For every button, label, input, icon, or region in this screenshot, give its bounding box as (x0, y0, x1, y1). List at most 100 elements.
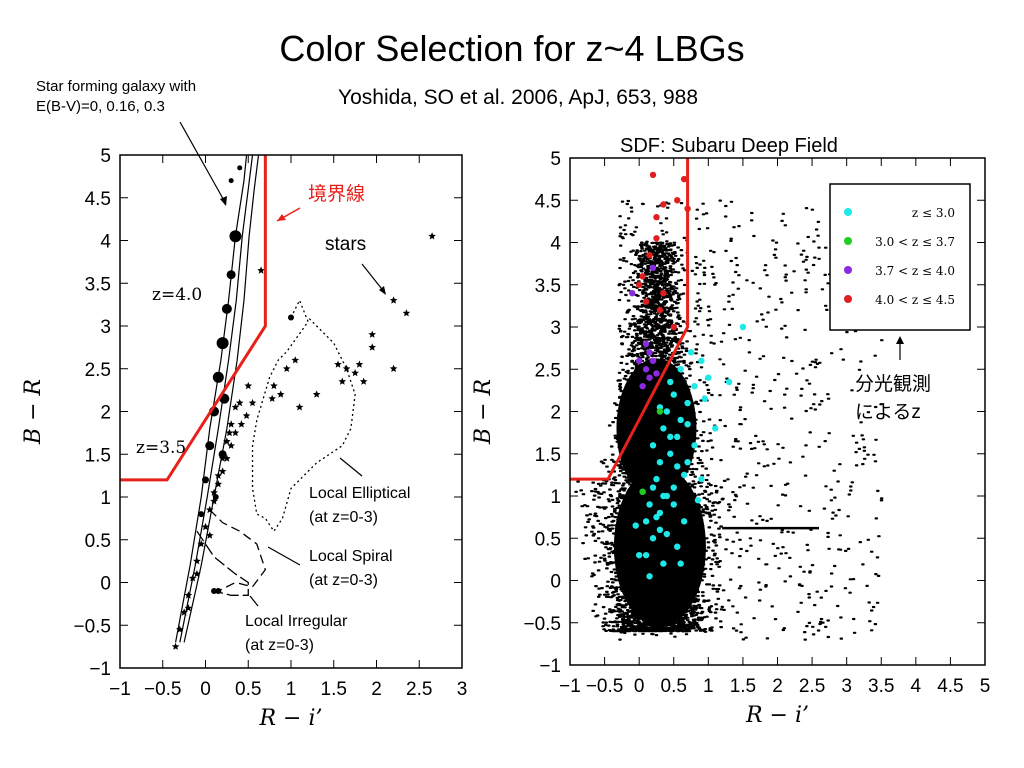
spec-point-cyan (698, 357, 705, 364)
galaxy-track (174, 155, 248, 643)
star-point (359, 377, 368, 385)
star-point (193, 570, 201, 578)
spec-point-purple (646, 374, 653, 381)
spec-point-cyan (663, 530, 671, 538)
x-tick-label: 0.5 (235, 679, 261, 700)
spec-point-red (653, 235, 660, 242)
redshift-dot (198, 511, 205, 518)
selection-boundary (120, 155, 267, 482)
spec-point-cyan (667, 433, 674, 441)
spec-point-cyan (649, 442, 657, 449)
star-point (389, 364, 398, 372)
x-tick-label: 0 (634, 676, 645, 697)
spec-point-cyan (705, 374, 712, 381)
spec-point-cyan (656, 509, 664, 517)
plot-frame (569, 157, 986, 666)
boundary-arrowhead (277, 214, 286, 221)
y-tick-label: 5 (550, 149, 561, 170)
redshift-dot (216, 337, 229, 350)
galaxy-track (183, 155, 260, 643)
star-point (270, 381, 278, 390)
spec-point-purple (653, 370, 660, 377)
redshift-dot (229, 230, 242, 243)
x-tick-label: −1 (559, 676, 581, 697)
redshift-dot (218, 450, 227, 459)
spiral-label-1: Local Spiral (309, 548, 393, 565)
star-point (295, 403, 304, 411)
irregular-label-1: Local Irregular (245, 613, 348, 630)
spec-point-cyan (684, 459, 691, 466)
spec-point-cyan (694, 497, 702, 504)
y-tick-label: 4 (100, 232, 111, 253)
spec-point-cyan (739, 323, 747, 331)
galaxy-track (179, 155, 254, 643)
y-tick-label: 4 (550, 234, 561, 255)
y-tick-label: 2 (550, 403, 561, 424)
spec-point-cyan (667, 450, 674, 457)
spec-point-cyan (684, 420, 691, 428)
spec-point-cyan (656, 526, 664, 533)
star-point (206, 531, 214, 539)
star-point (223, 454, 231, 462)
spec-point-purple (639, 382, 646, 390)
spec-point-cyan (670, 391, 677, 398)
star-point (334, 360, 342, 368)
stars-label: stars (325, 234, 366, 255)
y-tick-label: 1.5 (535, 445, 561, 466)
star-point (231, 403, 240, 411)
spec-point-cyan (674, 433, 681, 441)
y-axis-title: B − R (21, 379, 46, 445)
star-point (244, 381, 253, 390)
x-tick-label: 2.5 (799, 676, 825, 697)
redshift-dot (212, 371, 224, 383)
star-point (268, 394, 276, 402)
redshift-dot (205, 441, 215, 451)
star-point (201, 522, 210, 531)
star-point (184, 591, 193, 599)
spec-point-red (649, 171, 657, 179)
spec-point-purple (642, 366, 650, 373)
x-tick-label: 4.5 (937, 676, 963, 697)
legend-label: 3.7 < z ≤ 4.0 (875, 264, 955, 278)
legend-swatch (844, 295, 852, 303)
spec-point-purple (635, 357, 643, 364)
y-tick-label: −1 (539, 656, 561, 677)
star-point (176, 625, 184, 633)
track-note-line-1: Star forming galaxy with (36, 78, 197, 95)
star-point (180, 608, 188, 616)
star-point (338, 377, 347, 385)
spec-point-purple (646, 349, 653, 356)
star-point (237, 420, 246, 428)
star-point (197, 540, 205, 548)
star-point (210, 497, 218, 505)
star-point (210, 488, 218, 496)
redshift-dot (202, 476, 209, 484)
elliptical-label-2: (at z=0-3) (309, 509, 378, 526)
y-tick-label: 0.5 (535, 529, 561, 550)
x-axis-title: R − i’ (745, 703, 809, 728)
legend: z ≤ 3.0 3.0 < z ≤ 3.7 3.7 < z ≤ 4.0 4.0 < z… (829, 183, 971, 331)
annotation-line-1: 分光観測 (855, 373, 931, 395)
spec-point-cyan (677, 366, 684, 373)
elliptical-track (251, 298, 356, 533)
y-tick-label: −0.5 (523, 614, 561, 635)
spec-point-red (653, 213, 660, 221)
star-point (291, 356, 300, 364)
spec-point-cyan (677, 560, 684, 567)
spec-point-cyan (674, 543, 681, 550)
chart-panel-1: −1 −0.5 0 0.5 1 1.5 2 2.5 3 −1 −0.5 0 0.5 1 1.5 2 2.5 3 3.… (21, 121, 468, 731)
legend-box (829, 183, 971, 331)
star-point (282, 364, 291, 372)
x-tick-label: 5 (980, 676, 991, 697)
spec-point-cyan (687, 349, 695, 356)
spec-point-red (639, 273, 646, 280)
spec-point-cyan (674, 463, 681, 470)
redshift-dot (221, 303, 232, 314)
star-point (231, 428, 240, 437)
spec-point-cyan (691, 382, 698, 390)
x-tick-label: −0.5 (144, 679, 182, 700)
x-tick-label: 3 (457, 679, 468, 700)
irregular-track (196, 530, 249, 596)
x-tick-label: 1 (703, 676, 714, 697)
y-tick-label: 2.5 (535, 360, 561, 381)
